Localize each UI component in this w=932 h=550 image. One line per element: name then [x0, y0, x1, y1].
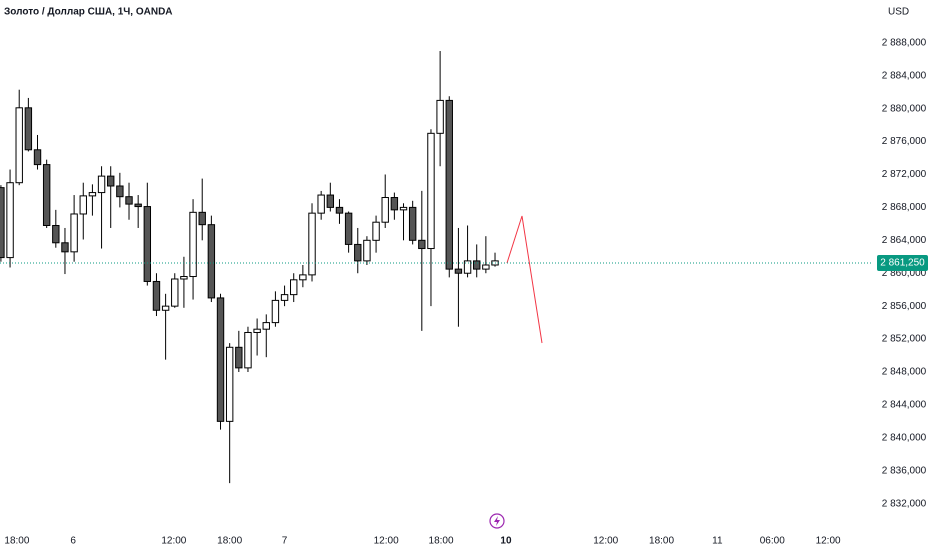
x-tick-label: 18:00 [649, 536, 674, 547]
candle-body [372, 221, 380, 241]
candle-body [161, 305, 170, 311]
candle-body [454, 268, 463, 274]
icon-bolt[interactable] [494, 516, 500, 526]
candle-body [399, 206, 408, 211]
candle-body [335, 206, 344, 214]
candle-body [143, 206, 152, 282]
x-tick-label: 10 [500, 536, 512, 547]
candle-body [52, 224, 60, 244]
y-tick-label: 2 836,000 [882, 465, 927, 476]
candle-body [482, 264, 490, 270]
x-tick-label: 18:00 [4, 536, 29, 547]
replay-icon[interactable] [489, 513, 505, 529]
candle-body [152, 280, 161, 311]
candle-body [70, 213, 78, 253]
x-tick-label: 18:00 [217, 536, 242, 547]
candle-body [88, 192, 97, 197]
candle-body [180, 276, 188, 280]
last-price-label: 2 861,250 [880, 258, 925, 269]
x-tick-label: 18:00 [429, 536, 454, 547]
candle-body [189, 211, 197, 278]
candle-body [326, 194, 335, 208]
candle-body [24, 107, 33, 151]
x-tick-label: 12:00 [161, 536, 186, 547]
drawing-line [506, 215, 543, 344]
y-tick-label: 2 864,000 [882, 235, 927, 246]
candle-body [445, 99, 453, 270]
candle-body [198, 211, 206, 226]
candle-body [418, 239, 426, 250]
candle-body [280, 294, 289, 301]
candle-body [15, 107, 23, 184]
y-tick-label: 2 884,000 [882, 70, 927, 81]
candle-body [216, 297, 225, 422]
candle-body [344, 212, 353, 245]
x-tick-label: 06:00 [760, 536, 785, 547]
candle-body [363, 239, 371, 262]
x-tick-label: 12:00 [816, 536, 841, 547]
y-tick-label: 2 888,000 [882, 37, 927, 48]
y-tick-label: 2 840,000 [882, 432, 927, 443]
candle-body [436, 99, 444, 134]
candle-body [0, 187, 5, 259]
y-tick-label: 2 880,000 [882, 103, 927, 114]
candle-body [79, 195, 87, 215]
candle-body [42, 164, 51, 226]
icon-circle[interactable] [489, 513, 505, 529]
last-price-box [877, 254, 928, 271]
candle-body [427, 132, 435, 250]
candle-body [317, 194, 325, 214]
candle-body [107, 175, 115, 187]
candle-body [244, 331, 252, 369]
candle-body [97, 175, 106, 194]
x-tick-label: 12:00 [374, 536, 399, 547]
candle-body [225, 346, 234, 422]
candle-body [116, 185, 124, 198]
y-tick-label: 2 844,000 [882, 400, 927, 411]
x-tick-label: 12:00 [593, 536, 618, 547]
candle-body [134, 203, 142, 208]
y-tick-label: 2 872,000 [882, 169, 927, 180]
candle-body [171, 278, 179, 307]
candle-body [408, 206, 417, 241]
candle-body [6, 182, 14, 259]
candle-body [308, 212, 316, 276]
x-tick-label: 11 [712, 536, 723, 547]
candle-body [354, 243, 362, 262]
candle-body [33, 149, 42, 166]
candle-body [253, 328, 261, 333]
candle-body [235, 346, 243, 369]
candle-body [262, 322, 270, 330]
y-tick-label: 2 832,000 [882, 498, 927, 509]
candle-body [271, 299, 280, 324]
candle-body [290, 279, 298, 296]
candle-body [207, 224, 216, 299]
candle-body [125, 196, 133, 205]
x-tick-label: 7 [282, 536, 288, 547]
y-tick-label: 2 876,000 [882, 136, 927, 147]
y-tick-label: 2 868,000 [882, 202, 927, 213]
candle-body [463, 260, 472, 274]
candle-body [381, 197, 389, 223]
y-tick-label: 2 856,000 [882, 301, 927, 312]
chart-title: Золото / Доллар США, 1Ч, OANDA [4, 7, 173, 18]
y-tick-label: 2 852,000 [882, 334, 927, 345]
candle-body [390, 197, 399, 211]
candle-body [61, 242, 69, 253]
x-tick-label: 6 [70, 536, 76, 547]
y-tick-label: 2 860,000 [882, 268, 927, 279]
currency-label: USD [888, 7, 909, 18]
candle-body [299, 274, 307, 281]
candle-body [473, 260, 481, 270]
y-tick-label: 2 848,000 [882, 367, 927, 378]
